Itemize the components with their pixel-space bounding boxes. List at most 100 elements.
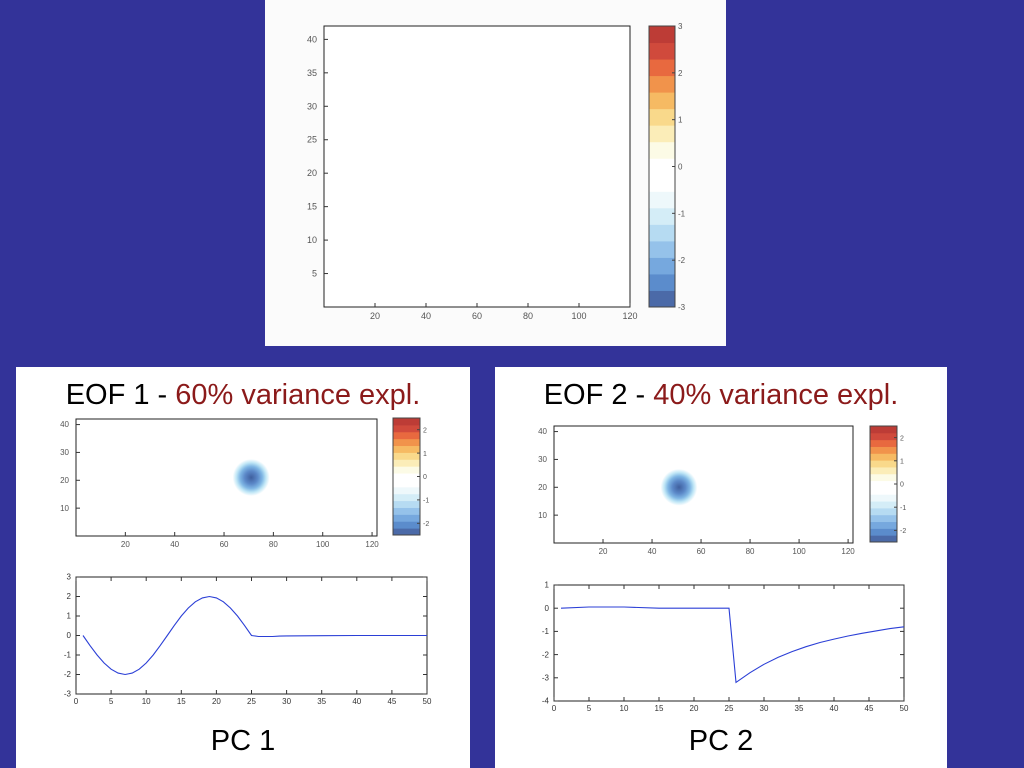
eof2-map-colorbar-label: 1 [900, 458, 904, 465]
top-map-colorbar-segment [649, 108, 675, 126]
eof1-map-colorbar-segment [393, 466, 420, 474]
eof1-map-colorbar-label: 0 [423, 474, 427, 481]
top-map-xtick-label: 100 [571, 311, 586, 321]
eof2-map-colorbar-segment [870, 446, 897, 454]
pc1-ytick-label: -3 [64, 690, 72, 699]
eof1-map-colorbar-label: -2 [423, 521, 429, 528]
eof2-map-ytick-label: 40 [538, 427, 547, 436]
pc2-xtick-label: 45 [865, 704, 874, 713]
eof1-map-colorbar-segment [393, 445, 420, 453]
top-map-colorbar-segment [649, 26, 675, 44]
top-map-xtick-label: 80 [523, 311, 533, 321]
eof2-map-colorbar-label: 2 [900, 435, 904, 442]
eof1-map-colorbar-segment [393, 493, 420, 502]
eof2-map-xtick-label: 120 [841, 547, 855, 556]
pc2-xtick-label: 10 [620, 704, 629, 713]
eof1-map-colorbar-segment [393, 486, 420, 495]
pc2-plot-area [553, 584, 905, 702]
top-map-xtick-label: 60 [472, 311, 482, 321]
eof2-map-anomaly-blob [660, 468, 698, 506]
eof2-map-plot-area [553, 425, 854, 544]
pc1-xtick-label: 50 [423, 697, 432, 706]
eof2-title: EOF 2 - 40% variance expl. [495, 379, 947, 412]
eof2-map-ytick-label: 30 [538, 455, 547, 464]
eof2-map-colorbar-segment [870, 501, 897, 509]
pc1-label: PC 1 [210, 725, 276, 757]
pc2-series-line [560, 606, 905, 684]
top-map-colorbar-segment [649, 174, 675, 192]
eof1-title: EOF 1 - 60% variance expl. [16, 379, 470, 412]
pc1-series-line [82, 595, 427, 676]
eof1-map-colorbar-segment [393, 528, 420, 536]
pc2-xtick-label: 0 [552, 704, 557, 713]
top-map-ytick-label: 25 [307, 135, 317, 145]
eof1-map-colorbar-segment [393, 473, 420, 481]
top-map-xtick-label: 120 [622, 311, 637, 321]
pc1-xtick-label: 5 [109, 697, 114, 706]
top-map-colorbar-label: -2 [678, 256, 686, 265]
eof2-map-xtick-label: 20 [599, 547, 608, 556]
pc2-xtick-label: 35 [795, 704, 804, 713]
eof2-map-colorbar-segment [870, 535, 897, 543]
pc1-ytick-label: -2 [64, 670, 72, 679]
pc2-label: PC 2 [688, 725, 754, 757]
pc1-ytick-label: 0 [67, 631, 72, 640]
pc1-xtick-label: 35 [317, 697, 326, 706]
eof1-map-anomaly-blob [232, 458, 270, 497]
top-map-plot-area [323, 25, 631, 308]
pc2-xtick-label: 5 [587, 704, 592, 713]
top-map-colorbar-label: 0 [678, 163, 683, 172]
eof2-map-colorbar-segment [870, 480, 897, 488]
pc1-ytick-label: 1 [67, 612, 72, 621]
top-map-colorbar-segment [649, 92, 675, 110]
eof1-map-colorbar-segment [393, 507, 420, 515]
top-map-ytick-label: 35 [307, 68, 317, 78]
top-map-colorbar-segment [649, 42, 675, 60]
top-map-colorbar-segment [649, 75, 675, 93]
eof2-map-colorbar-segment [870, 487, 897, 495]
pc2-ytick-label: 0 [545, 604, 550, 613]
eof2-map-colorbar-segment [870, 460, 897, 468]
pc2-xtick-label: 20 [690, 704, 699, 713]
eof1-map-ytick-label: 40 [60, 420, 69, 429]
pc1-xtick-label: 25 [247, 697, 256, 706]
top-map-colorbar-segment [649, 207, 675, 225]
pc2-ytick-label: -1 [542, 627, 550, 636]
top-map-colorbar-segment [649, 224, 675, 242]
top-map-panel: 20 40 60 80 100 120 5 10 15 20 25 30 35 40 -3 -2 -1 0 1 2 3 [265, 0, 726, 346]
eof2-map-colorbar-label: 0 [900, 482, 904, 489]
top-map-colorbar-segment [649, 141, 675, 159]
eof1-map-ytick-label: 20 [60, 476, 69, 485]
top-map-colorbar-segment [649, 191, 675, 209]
eof1-title-variance: 60% variance expl. [175, 379, 421, 411]
top-map-ytick-label: 10 [307, 235, 317, 245]
eof1-map-xtick-label: 80 [269, 540, 278, 549]
top-map-ytick-label: 40 [307, 34, 317, 44]
eof1-map-colorbar-segment [393, 418, 420, 426]
eof1-map-colorbar-label: -1 [423, 498, 429, 505]
eof2-map-colorbar-segment [870, 473, 897, 482]
top-map-colorbar-segment [649, 125, 675, 143]
eof2-map-xtick-label: 100 [792, 547, 806, 556]
pc1-xtick-label: 30 [282, 697, 291, 706]
eof1-map-colorbar-segment [393, 452, 420, 460]
pc1-ytick-label: 2 [67, 592, 72, 601]
eof2-panel: EOF 2 - 40% variance expl. 20 40 60 80 100 12… [495, 367, 947, 768]
top-map-colorbar-label: 1 [678, 116, 683, 125]
top-map-colorbar-label: -3 [678, 303, 686, 312]
top-map-ytick-label: 30 [307, 101, 317, 111]
eof2-map-colorbar-segment [870, 494, 897, 502]
eof2-map-xtick-label: 80 [746, 547, 755, 556]
eof1-map-colorbar-segment [393, 500, 420, 508]
eof2-map-xtick-label: 60 [697, 547, 706, 556]
eof2-map-colorbar-segment [870, 528, 897, 536]
top-map-colorbar-segment [649, 158, 675, 176]
pc1-xtick-label: 45 [387, 697, 396, 706]
pc2-xtick-label: 30 [760, 704, 769, 713]
eof2-title-prefix: EOF 2 - [543, 379, 654, 411]
eof2-map-colorbar-label: -2 [900, 528, 906, 535]
eof2-map-colorbar-segment [870, 514, 897, 523]
top-map-colorbar-segment [649, 257, 675, 275]
top-map-colorbar-label: 2 [678, 69, 683, 78]
